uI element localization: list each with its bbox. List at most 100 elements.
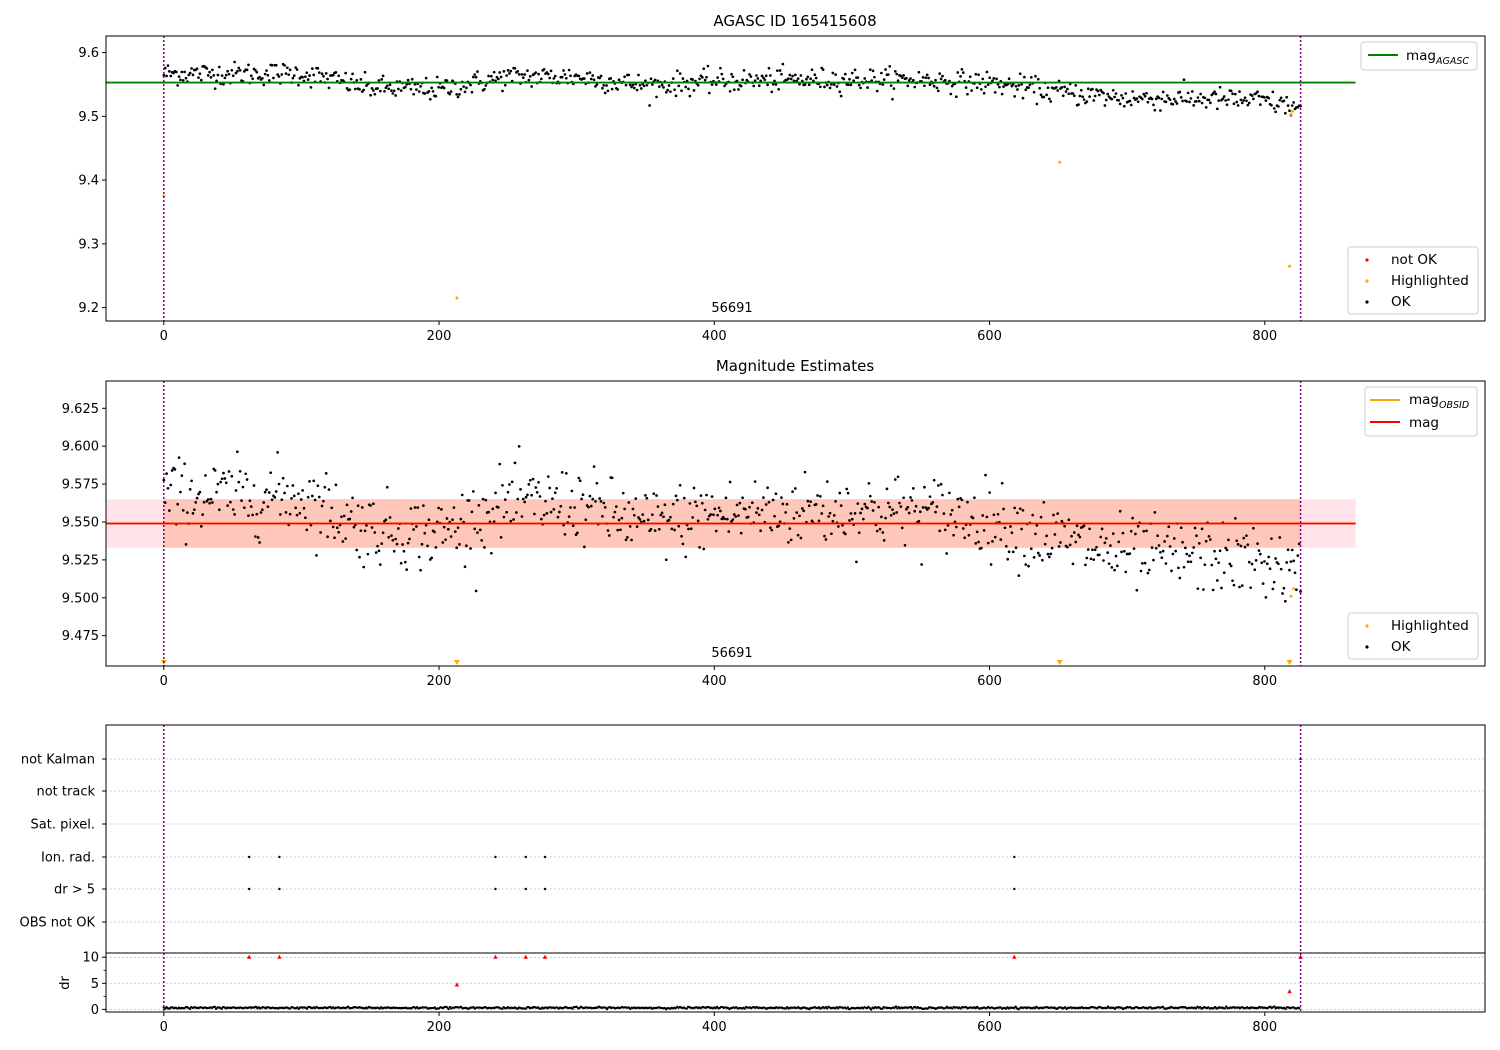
ok-point <box>728 480 732 484</box>
ok-point <box>1274 110 1277 114</box>
ok-point <box>562 523 565 527</box>
ok-point <box>1140 561 1144 565</box>
ok-point <box>560 471 564 474</box>
flag-row-label: not track <box>36 785 95 800</box>
ok-point <box>1272 107 1276 110</box>
ok-point <box>452 506 456 509</box>
ok-point <box>306 78 310 81</box>
ok-point <box>961 527 965 530</box>
ok-point <box>982 528 986 532</box>
ok-point <box>603 506 607 509</box>
ok-point <box>834 73 837 76</box>
ok-point <box>999 538 1003 541</box>
ok-point <box>911 487 915 490</box>
ok-point <box>659 513 663 517</box>
ok-point <box>705 493 708 497</box>
dr-ok-point <box>1225 1005 1228 1008</box>
ok-point <box>974 72 978 76</box>
ok-point <box>409 87 413 91</box>
ok-point <box>419 85 422 88</box>
panel-estimates: Magnitude Estimates 56691 0 200 400 600 800 9… <box>62 357 1486 689</box>
ok-point <box>413 506 417 509</box>
flag-point <box>247 887 251 891</box>
ok-point <box>1184 546 1187 550</box>
ok-point <box>209 497 213 501</box>
ok-point <box>463 90 467 94</box>
ok-point <box>401 543 404 546</box>
ok-point <box>552 77 556 80</box>
ok-point <box>624 538 628 542</box>
ok-point <box>623 75 626 79</box>
ok-point <box>463 565 467 569</box>
ok-point <box>614 505 618 508</box>
ok-point <box>896 79 900 83</box>
ok-point <box>953 520 957 524</box>
ok-point <box>692 89 696 92</box>
panel-estimates-ytick-label: 9.600 <box>62 440 99 455</box>
ok-point <box>428 97 432 101</box>
panel-estimates-legend-points: Highlighted OK <box>1347 612 1479 660</box>
ok-point <box>537 480 540 484</box>
legend-marker-not-ok <box>1365 258 1369 262</box>
ok-point <box>569 506 572 509</box>
ok-point <box>462 85 465 88</box>
ok-point <box>594 500 597 503</box>
ok-point <box>473 73 477 76</box>
ok-point <box>501 89 504 93</box>
ok-point <box>448 92 452 96</box>
dr-ok-point <box>894 1005 898 1008</box>
ok-point <box>1278 536 1282 539</box>
ok-point <box>1256 542 1259 545</box>
ok-point <box>274 490 278 493</box>
ok-point <box>691 78 694 82</box>
ok-point <box>1009 525 1012 528</box>
ok-point <box>1258 103 1262 106</box>
ok-point <box>1281 592 1284 595</box>
ok-point <box>888 505 892 509</box>
panel-flags-xtick-label: 0 <box>160 1020 168 1035</box>
ok-point <box>626 535 629 539</box>
ok-point <box>420 542 424 546</box>
ok-point <box>934 510 937 514</box>
ok-point <box>240 499 243 502</box>
ok-point <box>498 71 502 74</box>
ok-point <box>506 69 510 72</box>
ok-point <box>602 501 606 505</box>
ok-point <box>1004 544 1008 548</box>
ok-point <box>383 89 386 93</box>
ok-point <box>963 536 967 540</box>
ok-point <box>304 516 307 520</box>
legend-label-ok: OK <box>1391 294 1412 310</box>
ok-point <box>1240 584 1244 587</box>
ok-point <box>205 67 209 70</box>
flag-point <box>247 855 251 859</box>
ok-point <box>176 502 180 506</box>
ok-point <box>259 511 263 514</box>
ok-point <box>1242 98 1246 102</box>
ok-point <box>340 515 343 519</box>
ok-point <box>789 538 793 542</box>
ok-point <box>1142 92 1146 96</box>
ok-point <box>1196 587 1200 591</box>
ok-point <box>687 527 690 531</box>
ok-point <box>537 72 540 76</box>
ok-point <box>1110 97 1114 101</box>
ok-point <box>1224 99 1227 102</box>
ok-point <box>1027 564 1030 568</box>
flag-point <box>278 855 281 859</box>
ok-point <box>512 518 515 521</box>
highlighted-point <box>1058 160 1062 164</box>
panel-agasc-xtick-label: 400 <box>702 329 727 344</box>
ok-point <box>1032 555 1036 559</box>
ok-point <box>376 87 379 90</box>
ok-point <box>720 72 724 76</box>
ok-point <box>755 511 758 514</box>
ok-point <box>735 503 739 507</box>
ok-point <box>948 491 951 495</box>
ok-point <box>403 560 407 564</box>
ok-point <box>631 83 635 87</box>
ok-point <box>236 450 239 454</box>
ok-point <box>523 500 527 504</box>
ok-point <box>403 85 407 89</box>
